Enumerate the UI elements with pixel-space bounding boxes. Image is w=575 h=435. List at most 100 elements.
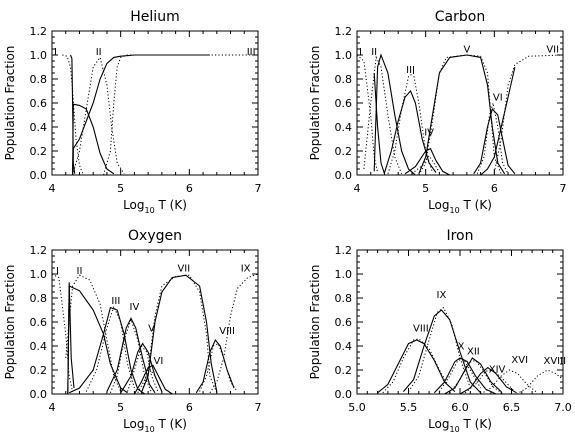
series-xiv-dotted (464, 369, 514, 394)
y-tick-label: 1.2 (335, 244, 353, 257)
series-vi-solid (133, 364, 173, 394)
y-tick-label: 0.6 (30, 316, 48, 329)
curves (52, 273, 258, 394)
x-tick-label: 4 (354, 182, 361, 195)
y-tick-label: 1.0 (335, 49, 353, 62)
x-tick-label: 5 (117, 401, 124, 414)
y-tick-label: 0.6 (335, 97, 353, 110)
x-tick-label: 7 (255, 182, 262, 195)
y-tick-label: 0.6 (30, 97, 48, 110)
series-label-vi: VI (493, 93, 503, 104)
series-label-iii: III (247, 47, 256, 58)
series-xviii-dotted (516, 369, 563, 394)
series-ii-dotted (363, 55, 403, 174)
series-i-solid (373, 72, 386, 174)
y-tick-label: 1.0 (335, 268, 353, 281)
x-axis-label: Log10 T (K) (428, 417, 492, 434)
series-label-ix: IX (437, 290, 447, 301)
series-label-viii: VIII (413, 324, 429, 335)
x-axis-label: Log10 T (K) (428, 198, 492, 215)
y-tick-label: 1.2 (30, 244, 48, 257)
series-iii-dotted (85, 304, 135, 392)
y-tick-label: 1.0 (30, 268, 48, 281)
y-tick-label: 0.4 (30, 340, 48, 353)
series-label-v: V (148, 324, 155, 335)
series-iii-solid (383, 89, 437, 173)
series-xii-solid (444, 357, 502, 394)
y-tick-label: 0.0 (335, 388, 353, 401)
series-vii-solid (480, 66, 516, 175)
x-tick-label: 5 (422, 182, 429, 195)
series-v-solid (120, 342, 163, 394)
panel-iron: Iron Population Fraction Log10 T (K) 0.0 0.2… (308, 228, 572, 434)
series-viii-dotted (382, 338, 451, 394)
x-axis-label-rest: T (K) (155, 417, 187, 431)
x-axis-label-log: Log (428, 198, 449, 212)
y-tick-label: 0.2 (335, 364, 353, 377)
x-axis-label-subscript: 10 (450, 425, 460, 434)
y-tick-label: 0.2 (335, 145, 353, 158)
y-tick-label: 0.0 (335, 169, 353, 182)
series-vi-dotted (137, 367, 163, 394)
x-tick-label: 7 (255, 401, 262, 414)
y-tick-label: 0.0 (30, 169, 48, 182)
series-ii-dotted (65, 274, 122, 392)
series-v-dotted (418, 54, 502, 175)
chart-title: Carbon (435, 9, 485, 25)
plot-frame (51, 249, 259, 395)
x-tick-label: 7 (560, 182, 567, 195)
chart-title: Iron (446, 228, 473, 244)
series-ix-dotted (408, 306, 471, 392)
series-label-ii: II (371, 47, 377, 58)
series-label-vii: VII (546, 45, 559, 56)
y-tick-label: 0.8 (30, 73, 48, 86)
series-label-xvi: XVI (511, 355, 528, 366)
y-axis-label: Population Fraction (3, 265, 17, 380)
series-label-vii: VII (177, 264, 190, 275)
series-ii-solid (373, 53, 416, 175)
y-tick-label: 0.4 (30, 121, 48, 134)
series-vi-solid (473, 107, 516, 175)
series-viii-dotted (199, 342, 238, 392)
series-xiv-solid (459, 366, 517, 394)
x-tick-label: 5 (117, 182, 124, 195)
series-label-xii: XII (467, 346, 480, 357)
y-tick-label: 0.4 (335, 121, 353, 134)
series-x-solid (433, 357, 497, 394)
series-label-iv: IV (424, 127, 434, 138)
x-tick-label: 6 (186, 401, 193, 414)
series-label-ix: IX (241, 264, 251, 275)
y-tick-label: 0.8 (30, 292, 48, 305)
series-label-i: I (54, 47, 57, 58)
series-xvi-dotted (480, 369, 538, 394)
series-xii-dotted (449, 359, 504, 394)
series-label-viii: VIII (219, 326, 235, 337)
x-axis-label-rest: T (K) (460, 417, 492, 431)
y-tick-label: 0.2 (30, 145, 48, 158)
series-viii-solid (195, 338, 235, 394)
series-x-dotted (438, 358, 482, 392)
series-vii-solid (140, 274, 218, 394)
x-axis-label-subscript: 10 (145, 206, 155, 215)
series-ii-solid (72, 103, 115, 175)
series-iii-dotted (103, 54, 258, 175)
series-iii-solid (72, 54, 210, 175)
plot-frame (356, 30, 564, 176)
x-tick-label: 6 (491, 182, 498, 195)
panel-oxygen: Oxygen Population Fraction Log10 T (K) 0.0 0… (3, 228, 262, 434)
y-tick-label: 0.2 (30, 364, 48, 377)
curves (62, 54, 258, 175)
x-axis-label-subscript: 10 (145, 425, 155, 434)
x-axis-label-log: Log (428, 417, 449, 431)
series-label-vi: VI (154, 356, 164, 367)
series-v-dotted (127, 345, 159, 393)
curves (377, 306, 563, 394)
x-tick-label: 5.0 (348, 401, 366, 414)
x-tick-label: 7.0 (554, 401, 572, 414)
y-tick-label: 0.6 (335, 316, 353, 329)
series-iii-solid (68, 306, 146, 394)
series-iv-dotted (411, 154, 440, 175)
series-ii-solid (67, 285, 128, 394)
series-label-ii: II (96, 47, 102, 58)
